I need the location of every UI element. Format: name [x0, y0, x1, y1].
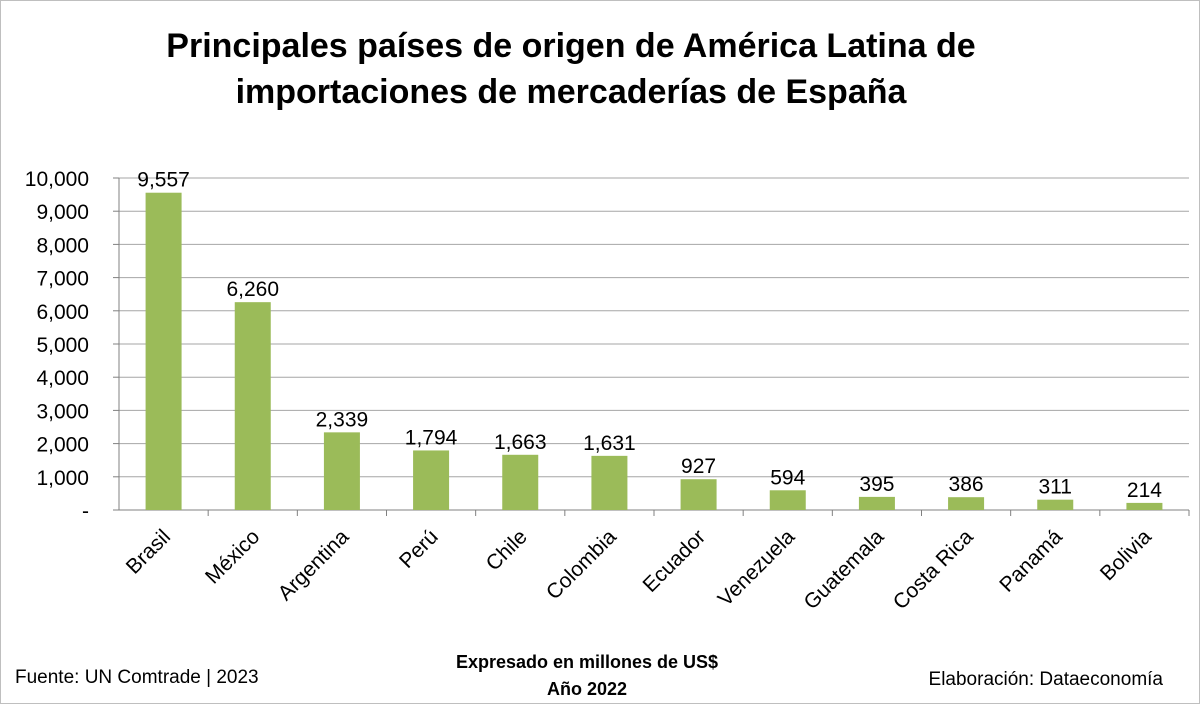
- data-label: 9,557: [137, 169, 190, 192]
- data-label: 1,663: [494, 431, 547, 454]
- data-label: 6,260: [226, 278, 279, 301]
- y-tick-label: 5,000: [36, 334, 89, 357]
- chart-title-line-2: importaciones de mercaderías de España: [235, 73, 907, 111]
- units-note-line-1: Expresado en millones de US$: [455, 652, 719, 672]
- bar-chart: 9,557 6,260 2,339 1,794 1,663 1,631 927 594 395 3…: [25, 168, 1190, 614]
- data-label: 1,794: [405, 426, 458, 449]
- credit-note: Elaboración: Dataeconomía: [928, 669, 1163, 690]
- data-label: 386: [949, 473, 984, 496]
- data-label: 2,339: [316, 408, 369, 431]
- bar: [769, 490, 806, 510]
- y-tick-label: 1,000: [36, 467, 89, 490]
- y-tick-label: 9,000: [36, 201, 89, 224]
- y-tick-label: 2,000: [36, 434, 89, 457]
- bar: [145, 192, 182, 511]
- y-tick-label: -: [82, 500, 89, 523]
- x-tick-label: Chile: [482, 525, 532, 575]
- x-tick-label: Ecuador: [639, 525, 711, 597]
- gridlines: [119, 177, 1189, 478]
- data-label: 927: [681, 455, 716, 478]
- bar: [234, 302, 271, 510]
- data-label: 214: [1127, 479, 1162, 502]
- bar: [1037, 499, 1074, 510]
- data-labels: 9,557 6,260 2,339 1,794 1,663 1,631 927 594 395 3…: [137, 169, 1162, 502]
- bar: [948, 497, 985, 510]
- x-tick-label: Argentina: [274, 525, 354, 605]
- x-tick-label: Venezuela: [714, 525, 800, 611]
- units-note-line-2: Año 2022: [546, 679, 628, 699]
- bar: [591, 455, 628, 510]
- y-tick-label: 10,000: [25, 168, 89, 191]
- source-note: Fuente: UN Comtrade | 2023: [15, 667, 259, 688]
- data-label: 311: [1039, 476, 1072, 499]
- x-tick-label: Brasil: [122, 525, 175, 578]
- units-note: Expresado en millones de US$ Año 2022: [387, 649, 787, 703]
- data-label: 1,631: [583, 432, 636, 455]
- x-tick-label: Guatemala: [800, 525, 889, 614]
- x-tick-label: Panamá: [995, 525, 1067, 597]
- y-tick-label: 4,000: [36, 367, 89, 390]
- y-tick-labels: - 1,000 2,000 3,000 4,000 5,000 6,000 7,000 8,00…: [25, 168, 89, 523]
- data-label: 594: [770, 466, 805, 489]
- y-tick-label: 8,000: [36, 234, 89, 257]
- chart-title: Principales países de origen de América …: [71, 23, 1071, 115]
- bar: [323, 432, 360, 510]
- x-tick-label: Bolivia: [1096, 525, 1156, 585]
- bar: [1126, 502, 1163, 510]
- y-tick-label: 7,000: [36, 268, 89, 291]
- y-tick-label: 6,000: [36, 301, 89, 324]
- axes: [113, 177, 1190, 516]
- bar: [413, 450, 450, 510]
- bar: [680, 479, 717, 510]
- y-tick-label: 3,000: [36, 400, 89, 423]
- chart-title-line-1: Principales países de origen de América …: [166, 27, 976, 65]
- bar: [502, 454, 539, 510]
- x-tick-label: Costa Rica: [889, 525, 978, 614]
- x-tick-label: México: [201, 525, 264, 588]
- x-tick-label: Perú: [395, 525, 443, 573]
- bar: [858, 496, 895, 510]
- bars: [145, 192, 1163, 511]
- x-tick-label: Colombia: [542, 525, 621, 604]
- data-label: 395: [859, 473, 894, 496]
- x-tick-labels: Brasil México Argentina Perú Chile Colombia Ec…: [122, 525, 1156, 614]
